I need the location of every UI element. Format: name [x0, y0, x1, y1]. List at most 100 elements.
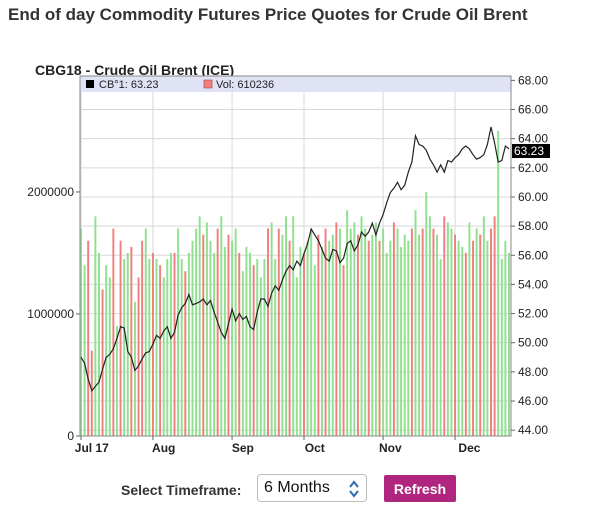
volume-bar [303, 252, 305, 436]
volume-bar [205, 222, 208, 436]
volume-tick-label: 0 [67, 429, 74, 443]
volume-bar [80, 228, 82, 436]
volume-tick-label: 1000000 [27, 307, 74, 321]
volume-bar [245, 246, 248, 436]
page-title: End of day Commodity Futures Price Quote… [8, 5, 528, 24]
price-tick-label: 64.00 [518, 132, 548, 146]
price-tick-label: 62.00 [518, 161, 548, 175]
last-price-marker: 63.23 [512, 144, 550, 158]
volume-bar [119, 240, 122, 436]
volume-bar [108, 277, 111, 436]
volume-bar [446, 222, 449, 436]
volume-bar [338, 228, 341, 436]
volume-bar [482, 216, 485, 436]
volume-bar [94, 216, 97, 436]
volume-bar [227, 234, 230, 436]
volume-tick-label: 2000000 [27, 185, 74, 199]
price-tick-label: 60.00 [518, 190, 548, 204]
price-tick-label: 56.00 [518, 248, 548, 262]
volume-bar [115, 326, 118, 436]
volume-bar [288, 240, 291, 436]
volume-bar [252, 265, 255, 436]
volume-bar [281, 234, 284, 436]
volume-bar [195, 228, 198, 436]
price-tick-label: 66.00 [518, 103, 548, 117]
chevron-up-down-icon [349, 480, 359, 498]
volume-bar [177, 228, 180, 436]
price-tick-label: 58.00 [518, 219, 548, 233]
volume-bar [123, 259, 126, 436]
price-tick-label: 50.00 [518, 336, 548, 350]
volume-bar [410, 228, 413, 436]
volume-bar [454, 234, 457, 436]
volume-bar [468, 222, 471, 436]
volume-bar [105, 265, 108, 436]
volume-bar [295, 277, 298, 436]
volume-bar [400, 246, 403, 436]
volume-bar [472, 240, 475, 436]
volume-bar [313, 265, 316, 436]
price-axis: 68.00 66.00 64.00 62.00 60.00 58.00 56.00 54.00… [511, 73, 548, 437]
date-tick-label: Nov [379, 441, 402, 455]
price-tick-label: 68.00 [518, 73, 548, 87]
volume-bar [90, 350, 93, 436]
date-axis: Jul 17 Aug Sep Oct Nov Dec [75, 436, 481, 455]
volume-bar [231, 240, 234, 436]
date-tick-label: Oct [305, 441, 325, 455]
volume-bar [346, 210, 349, 436]
volume-bar [173, 252, 176, 436]
volume-bar [299, 246, 302, 436]
legend-volume-swatch [203, 79, 213, 89]
volume-bar [464, 252, 467, 436]
chart-title: CBG18 - Crude Oil Brent (ICE) [35, 62, 234, 78]
legend-volume-label: Vol: 610236 [216, 79, 274, 91]
volume-axis: 2000000 1000000 0 [27, 185, 80, 443]
volume-bar [277, 228, 280, 436]
volume-bar [270, 222, 273, 436]
volume-bar [382, 228, 385, 436]
volume-bar [202, 234, 205, 436]
volume-bar [356, 234, 359, 436]
volume-bar [130, 246, 133, 436]
volume-bar [155, 259, 158, 436]
price-tick-label: 44.00 [518, 423, 548, 437]
volume-bar [159, 265, 162, 436]
refresh-button[interactable]: Refresh [384, 475, 456, 502]
volume-bar [392, 222, 395, 436]
price-tick-label: 46.00 [518, 394, 548, 408]
volume-bar [241, 271, 244, 436]
volume-bar [389, 240, 392, 436]
volume-bar [249, 252, 252, 436]
volume-bar [450, 228, 453, 436]
legend-band [80, 76, 511, 92]
last-price-label: 63.23 [514, 144, 544, 158]
volume-bar [371, 234, 374, 436]
timeframe-select-value: 6 Months [264, 479, 330, 496]
volume-bar [367, 240, 370, 436]
date-tick-label: Sep [232, 441, 254, 455]
volume-bar [342, 265, 345, 436]
volume-bar [493, 216, 496, 436]
volume-bar [403, 234, 406, 436]
controls-bar: Select Timeframe: 6 Months Refresh [0, 474, 599, 504]
volume-bar [475, 228, 478, 436]
price-tick-label: 52.00 [518, 307, 548, 321]
price-line [80, 126, 510, 393]
volume-bar [432, 228, 435, 436]
volume-bar [112, 228, 115, 436]
volume-bar [191, 240, 194, 436]
volume-bar [83, 265, 86, 436]
volume-bar [274, 259, 277, 436]
timeframe-select[interactable]: 6 Months [257, 474, 367, 502]
volume-bar [306, 240, 309, 436]
volume-bar [439, 259, 442, 436]
chart-container: CBG18 - Crude Oil Brent (ICE) CB°1: 63.2… [27, 62, 550, 455]
volume-bar [374, 222, 377, 436]
volume-bar [166, 259, 169, 436]
legend-price-swatch [86, 80, 94, 88]
volume-bar [98, 252, 100, 436]
volume-bar [209, 240, 212, 436]
volume-bar [101, 289, 104, 436]
volume-bar [414, 210, 417, 436]
volume-bar [87, 240, 90, 436]
